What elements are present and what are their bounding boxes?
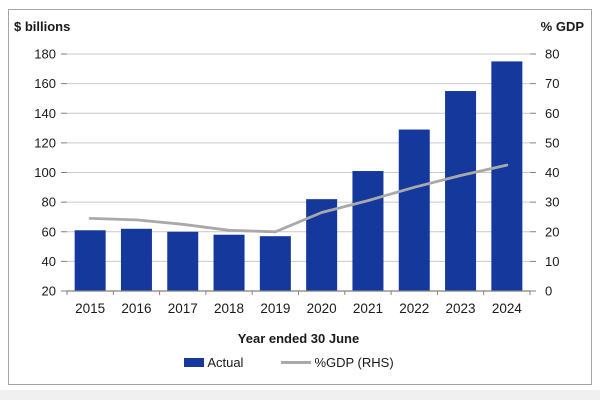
legend-swatch-actual — [184, 358, 205, 367]
left-axis-tick-label: 80 — [42, 195, 56, 210]
x-axis-category-label: 2018 — [214, 301, 244, 316]
legend-label-gdp: %GDP (RHS) — [314, 355, 394, 370]
x-axis-category-label: 2016 — [121, 301, 151, 316]
gdp-line — [88, 163, 509, 234]
legend-label-actual: Actual — [207, 355, 244, 370]
page-background-strip — [0, 390, 600, 400]
right-axis-title: % GDP — [540, 19, 584, 34]
left-axis-tick-label: 40 — [42, 254, 56, 269]
x-axis-category-label: 2023 — [446, 301, 476, 316]
bar-2021 — [352, 171, 384, 291]
right-axis-tick-label: 0 — [545, 284, 552, 299]
x-axis-category-label: 2021 — [353, 301, 383, 316]
chart-frame: $ billions % GDP 20 0 40 10 60 20 80 30 100 40 120… — [8, 9, 592, 385]
left-axis-tick-label: 100 — [34, 165, 56, 180]
bar-2019 — [259, 236, 291, 291]
x-axis-category-label: 2024 — [492, 301, 523, 316]
right-axis-tick-label: 20 — [545, 224, 559, 239]
bar-2015 — [74, 230, 106, 291]
chart-canvas: 20 0 40 10 60 20 80 30 100 40 120 50 140 60 160 70 180 80… — [34, 47, 559, 317]
x-axis-title: Year ended 30 June — [237, 331, 360, 346]
right-axis-tick-label: 70 — [545, 76, 559, 91]
left-axis-tick-label: 180 — [34, 47, 56, 62]
x-axis-category-label: 2022 — [399, 301, 429, 316]
left-axis-tick-label: 20 — [42, 284, 56, 299]
right-axis-tick-label: 80 — [545, 47, 559, 62]
left-axis-tick-label: 120 — [34, 135, 56, 150]
x-axis-category-label: 2019 — [260, 301, 290, 316]
right-axis-tick-label: 30 — [545, 195, 559, 210]
left-axis-title: $ billions — [14, 19, 71, 34]
right-axis-tick-label: 10 — [545, 254, 559, 269]
left-axis-tick-label: 160 — [34, 76, 56, 91]
x-axis-category-label: 2020 — [307, 301, 337, 316]
bar-2016 — [120, 228, 152, 291]
right-axis-tick-label: 60 — [545, 106, 559, 121]
bar-2020 — [306, 199, 338, 291]
right-axis-tick-label: 50 — [545, 135, 559, 150]
right-axis-tick-label: 40 — [545, 165, 559, 180]
legend-line-gdp — [281, 361, 312, 364]
bar-2023 — [445, 91, 477, 291]
x-axis-category-label: 2017 — [168, 301, 198, 316]
bar-2018 — [213, 234, 245, 291]
bar-2017 — [167, 231, 199, 291]
bar-2022 — [398, 129, 430, 291]
x-axis-category-label: 2015 — [75, 301, 105, 316]
left-axis-tick-label: 140 — [34, 106, 56, 121]
left-axis-tick-label: 60 — [42, 224, 56, 239]
chart-legend: Actual %GDP (RHS) — [39, 355, 539, 370]
bar-2024 — [491, 61, 523, 291]
